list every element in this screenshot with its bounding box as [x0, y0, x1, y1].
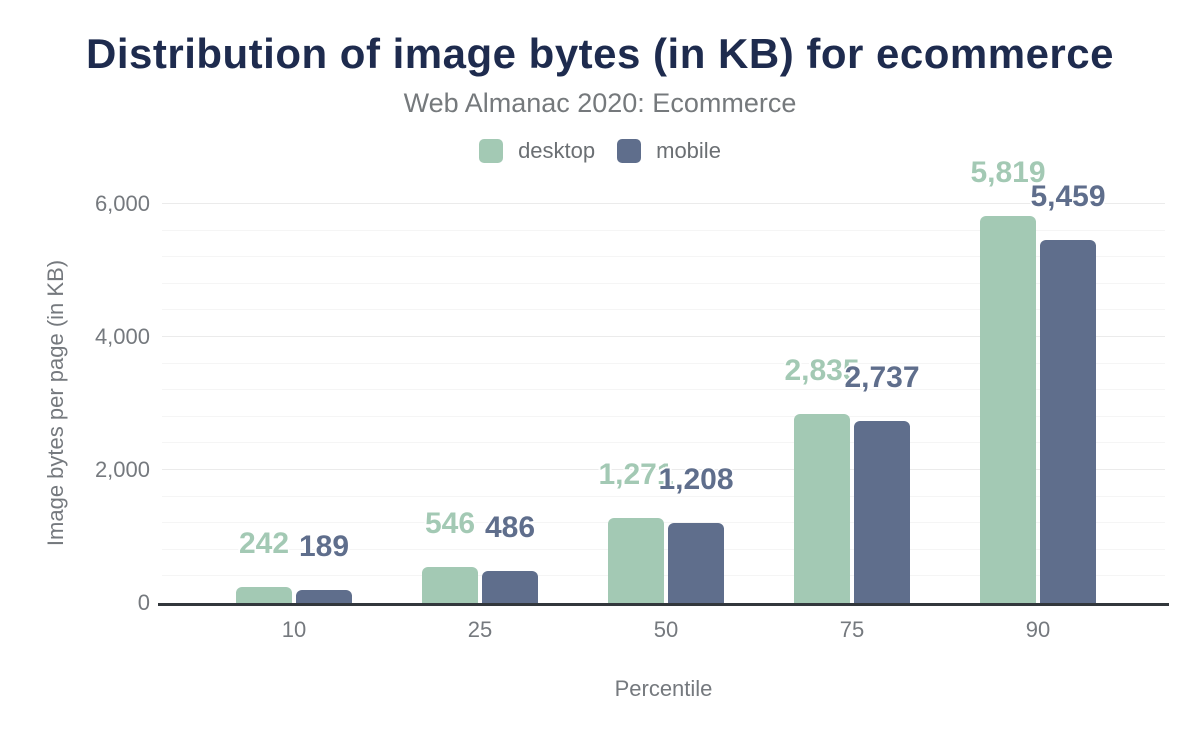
- bar-label-mobile-p50: 1,208: [658, 462, 734, 496]
- y-axis-title: Image bytes per page (in KB): [43, 259, 68, 547]
- major-gridline: [162, 336, 1165, 337]
- bar-mobile-p75: [854, 421, 910, 603]
- mobile-swatch-icon: [617, 139, 642, 163]
- y-tick-label: 6,000: [94, 191, 150, 216]
- minor-gridline: [162, 282, 1165, 284]
- bar-label-desktop-p10: 242: [238, 526, 290, 560]
- x-tick-label: 90: [1025, 617, 1051, 642]
- y-tick-label: 0: [137, 590, 150, 615]
- bar-mobile-p25: [482, 570, 538, 603]
- x-axis-title: Percentile: [614, 676, 713, 701]
- x-axis-line: [158, 603, 1169, 606]
- legend: desktop mobile: [0, 138, 1200, 164]
- bar-mobile-p50: [668, 522, 724, 603]
- plot-area: 242 546 1,271 2,835 5,819 189 486 1,208 2,737 5,4…: [158, 158, 1169, 606]
- chart-title: Distribution of image bytes (in KB) for …: [86, 30, 1114, 77]
- major-gridline: [162, 203, 1165, 204]
- minor-gridline: [162, 415, 1165, 417]
- bar-label-mobile-p75: 2,737: [844, 361, 920, 394]
- x-tick-label: 10: [281, 617, 307, 642]
- major-gridline: [162, 469, 1165, 470]
- minor-gridline: [162, 362, 1165, 364]
- bar-label-mobile-p10: 189: [298, 530, 350, 564]
- x-tick-label: 50: [653, 617, 679, 642]
- bar-desktop-p25: [422, 566, 478, 603]
- bar-desktop-p50: [608, 518, 664, 603]
- legend-item-desktop[interactable]: desktop: [479, 138, 595, 164]
- bar-desktop-p10: [236, 586, 292, 603]
- legend-label-desktop: desktop: [518, 138, 596, 163]
- bar-label-mobile-p90: 5,459: [1030, 179, 1106, 213]
- bar-desktop-p75: [794, 414, 850, 603]
- legend-label-mobile: mobile: [656, 138, 721, 163]
- bar-label-mobile-p25: 486: [484, 510, 536, 544]
- minor-gridline: [162, 229, 1165, 231]
- bar-desktop-p90: [980, 216, 1036, 603]
- bar-label-desktop-p25: 546: [424, 506, 476, 540]
- legend-item-mobile[interactable]: mobile: [617, 138, 721, 164]
- x-tick-label: 75: [839, 617, 865, 642]
- bar-label-desktop-p75: 2,835: [784, 354, 860, 388]
- x-tick-label: 25: [467, 617, 493, 642]
- desktop-swatch-icon: [479, 139, 504, 163]
- minor-gridline: [162, 309, 1165, 311]
- minor-gridline: [162, 389, 1165, 391]
- bar-label-desktop-p90: 5,819: [970, 156, 1046, 190]
- bar-mobile-p10: [296, 590, 352, 603]
- minor-gridline: [162, 256, 1165, 258]
- bar-label-desktop-p50: 1,271: [598, 458, 674, 492]
- y-tick-label: 4,000: [94, 324, 150, 349]
- y-tick-label: 2,000: [94, 457, 150, 482]
- minor-gridline: [162, 442, 1165, 444]
- chart-subtitle: Web Almanac 2020: Ecommerce: [403, 88, 797, 118]
- minor-gridline: [162, 495, 1165, 497]
- bar-mobile-p90: [1040, 239, 1096, 603]
